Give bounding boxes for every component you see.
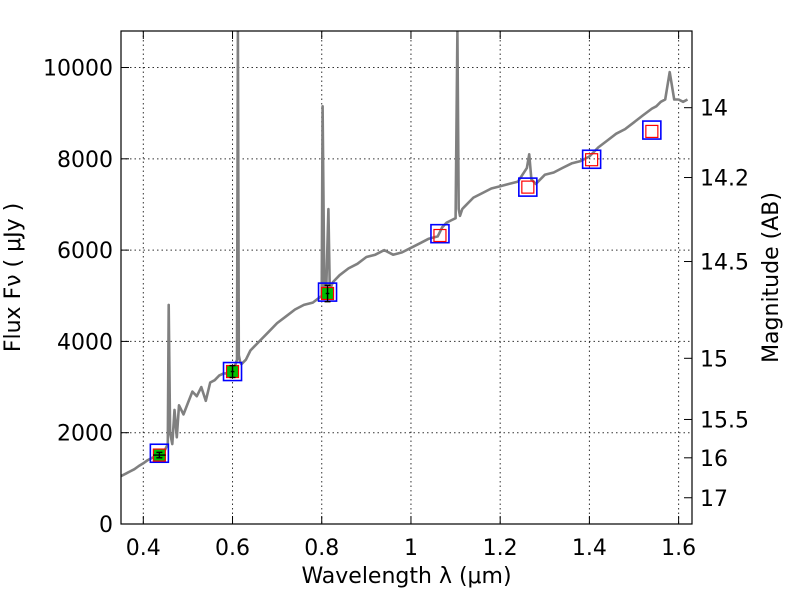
y-tick-label: 2000 — [57, 422, 113, 447]
plot-frame — [120, 30, 693, 525]
model-flux-box — [222, 361, 243, 382]
y2-tick-label: 15.5 — [700, 408, 749, 433]
photometry-point-1 — [222, 361, 243, 382]
y2-tick-label: 14 — [700, 97, 728, 122]
x-axis-label: Wavelength λ (μm) — [301, 564, 511, 589]
model-flux-box — [149, 443, 170, 464]
y2-tick-label: 17 — [700, 487, 728, 512]
observed-flux-marker — [645, 124, 659, 139]
y-tick-label: 6000 — [57, 239, 113, 264]
model-flux-box — [430, 223, 450, 244]
y2-tick-label: 14.2 — [700, 167, 749, 192]
y2-tick-label: 16 — [700, 447, 728, 472]
model-flux-box — [642, 120, 662, 140]
y-tick-label: 8000 — [57, 148, 113, 173]
x-tick-label: 0.6 — [215, 536, 250, 561]
photometry-point-2 — [317, 282, 338, 303]
observed-flux-marker — [433, 228, 447, 243]
axis-ticks: 0.4 0.6 0.8 1 1.2 1.4 1.6 0 2000 4000 6000 8000 1000… — [43, 31, 749, 561]
spectrum-layer — [121, 31, 689, 478]
x-tick-label: 1.2 — [483, 536, 518, 561]
model-flux-box — [581, 149, 602, 170]
x-tick-label: 1.6 — [661, 536, 696, 561]
photometry-point-5 — [581, 149, 602, 170]
model-flux-box — [518, 177, 538, 197]
observed-flux-marker — [521, 180, 535, 194]
y-axis-label: Flux Fν ( μJy ) — [1, 203, 26, 352]
y2-axis-label: Magnitude (AB) — [759, 192, 784, 363]
y2-tick-label: 15 — [700, 347, 728, 372]
y2-tick-label: 14.5 — [700, 251, 749, 276]
grid-lines — [121, 31, 692, 524]
y-tick-label: 0 — [99, 513, 113, 538]
y-tick-label: 4000 — [57, 330, 113, 355]
x-tick-label: 0.4 — [126, 536, 161, 561]
photometry-point-0 — [149, 443, 170, 464]
photometry-point-4 — [518, 177, 538, 197]
photometry-point-6 — [642, 120, 662, 140]
y-tick-label: 10000 — [43, 57, 113, 82]
spectrum-line — [121, 31, 689, 478]
x-tick-label: 1.4 — [572, 536, 607, 561]
photometry-point-3 — [430, 223, 450, 244]
x-tick-label: 1 — [404, 536, 418, 561]
photometry-points — [149, 120, 662, 464]
x-tick-label: 0.8 — [304, 536, 339, 561]
observed-flux-marker — [585, 153, 599, 167]
